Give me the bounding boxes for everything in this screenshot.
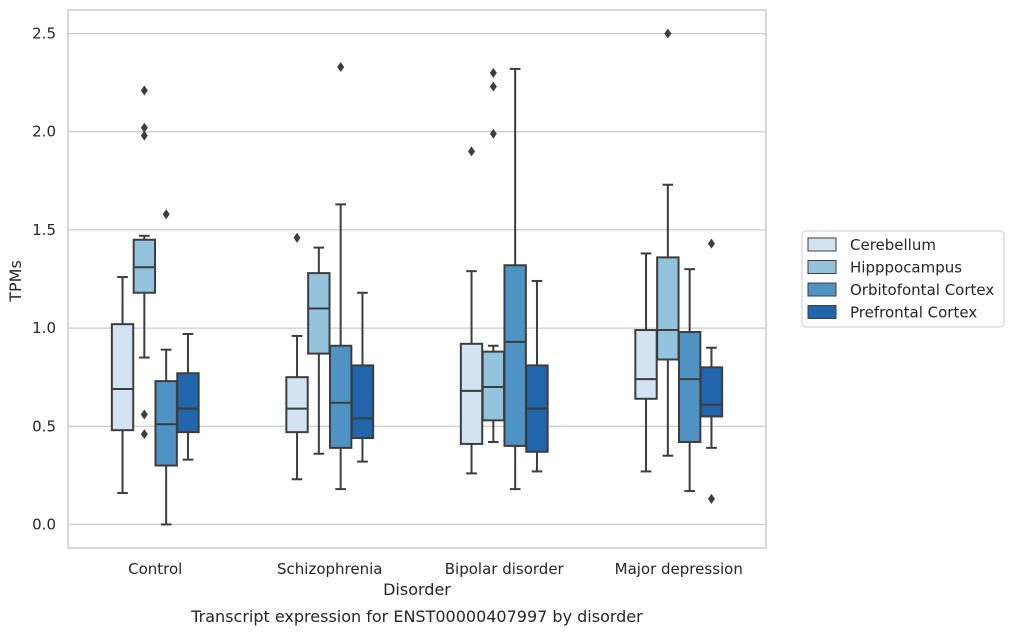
box-prefrontal-cortex bbox=[525, 279, 549, 473]
box-iqr bbox=[699, 366, 724, 418]
box-hipppocampus bbox=[481, 67, 506, 443]
box-orbitofontal-cortex bbox=[154, 209, 178, 526]
y-tick-label: 2.5 bbox=[32, 25, 56, 43]
outlier-point bbox=[664, 28, 672, 39]
box-prefrontal-cortex bbox=[176, 332, 200, 461]
legend-label: Hipppocampus bbox=[850, 259, 962, 277]
outlier-point bbox=[162, 209, 170, 220]
x-tick-labels: Control Schizophrenia Bipolar disorder Majo… bbox=[128, 560, 743, 578]
legend-swatch bbox=[807, 282, 837, 297]
y-tick-label: 0.0 bbox=[32, 515, 56, 533]
y-tick-labels: 0.0 0.5 1.0 1.5 2.0 2.5 bbox=[32, 25, 56, 534]
legend-label: Prefrontal Cortex bbox=[850, 304, 977, 322]
box-iqr bbox=[677, 331, 702, 443]
outlier-point bbox=[337, 61, 345, 72]
x-tick-label: Control bbox=[128, 560, 182, 578]
box-orbitofontal-cortex bbox=[328, 61, 353, 491]
outlier-point bbox=[489, 128, 497, 139]
box-iqr bbox=[503, 264, 527, 447]
box-iqr bbox=[110, 323, 135, 432]
box-prefrontal-cortex bbox=[699, 238, 724, 504]
box-hipppocampus bbox=[656, 28, 680, 457]
legend-swatch bbox=[807, 260, 837, 274]
box-iqr bbox=[328, 344, 353, 449]
box-cerebellum bbox=[285, 232, 309, 481]
y-axis-label: TPMs bbox=[6, 260, 25, 303]
legend-label: Cerebellum bbox=[850, 236, 936, 254]
outlier-point bbox=[140, 429, 148, 440]
y-tick-label: 1.5 bbox=[32, 221, 56, 239]
box-prefrontal-cortex bbox=[350, 291, 375, 463]
outlier-point bbox=[707, 493, 715, 504]
box-iqr bbox=[285, 376, 309, 434]
outlier-point bbox=[293, 232, 301, 243]
legend-frame bbox=[801, 230, 1005, 328]
box-cerebellum bbox=[634, 252, 658, 473]
outlier-point bbox=[140, 122, 148, 133]
box-iqr bbox=[634, 329, 658, 400]
box-iqr bbox=[307, 272, 331, 355]
y-tick-label: 0.5 bbox=[32, 417, 56, 435]
outlier-point bbox=[140, 130, 148, 141]
outlier-point bbox=[489, 67, 497, 78]
x-axis-label: Disorder bbox=[383, 580, 451, 599]
legend-swatch bbox=[807, 237, 837, 252]
box-iqr bbox=[350, 364, 375, 440]
box-orbitofontal-cortex bbox=[503, 67, 527, 491]
outlier-point bbox=[707, 238, 715, 249]
plot-frame bbox=[67, 9, 767, 549]
box-iqr bbox=[459, 342, 484, 445]
outlier-point bbox=[468, 146, 476, 157]
legend: Cerebellum Hipppocampus Orbitofontal Corte… bbox=[801, 230, 1005, 328]
y-tick-label: 2.0 bbox=[32, 123, 56, 141]
box-marks bbox=[110, 28, 724, 526]
figure-caption: Transcript expression for ENST0000040799… bbox=[190, 607, 643, 626]
box-hipppocampus bbox=[132, 85, 157, 440]
box-iqr bbox=[656, 256, 680, 361]
box-cerebellum bbox=[459, 146, 484, 475]
box-cerebellum bbox=[110, 276, 135, 495]
outlier-point bbox=[489, 81, 497, 92]
legend-swatch bbox=[807, 305, 837, 319]
box-iqr bbox=[176, 372, 200, 434]
x-tick-label: Schizophrenia bbox=[277, 560, 382, 578]
x-tick-label: Bipolar disorder bbox=[445, 560, 565, 578]
legend-label: Orbitofontal Cortex bbox=[850, 281, 994, 299]
outlier-point bbox=[140, 409, 148, 420]
x-tick-label: Major depression bbox=[615, 560, 743, 578]
y-tick-label: 1.0 bbox=[32, 319, 56, 337]
box-orbitofontal-cortex bbox=[677, 268, 702, 493]
outlier-point bbox=[140, 85, 148, 96]
box-hipppocampus bbox=[307, 246, 331, 455]
